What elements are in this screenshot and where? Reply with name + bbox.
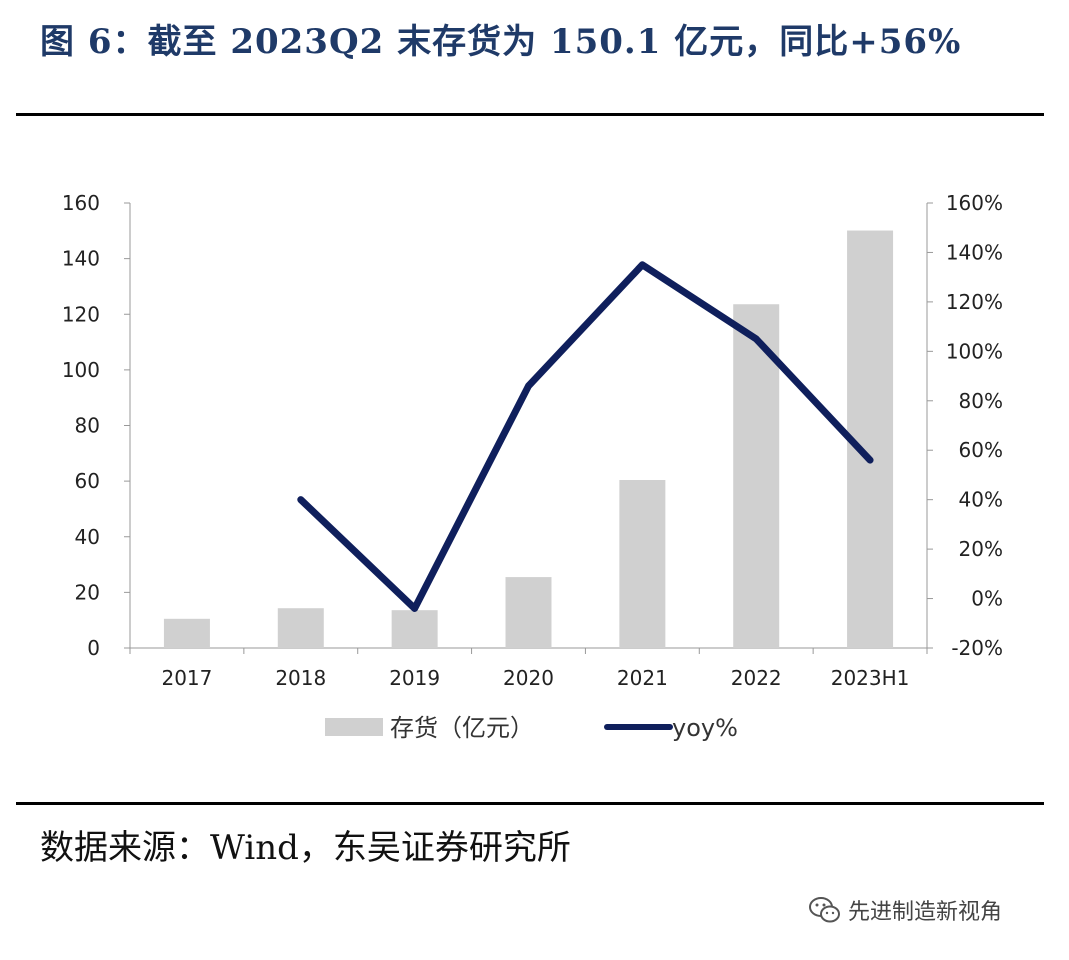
y-left-tick-label: 100 xyxy=(62,358,100,382)
x-tick-label: 2018 xyxy=(275,666,326,690)
wechat-icon xyxy=(809,897,840,923)
y-left-tick-label: 40 xyxy=(75,525,100,549)
y-right-tick-label: 160% xyxy=(946,191,1003,215)
yoy-point xyxy=(869,459,871,461)
y-left-tick-label: 160 xyxy=(62,191,100,215)
legend-line-label: yoy% xyxy=(672,714,738,742)
chart-title: 图 6：截至 2023Q2 末存货为 150.1 亿元，同比+56% xyxy=(40,22,962,62)
y-left-tick-label: 140 xyxy=(62,247,100,271)
y-right-tick-label: 100% xyxy=(946,339,1003,363)
y-right-tick-label: 80% xyxy=(959,389,1003,413)
bar xyxy=(619,480,666,648)
yoy-line xyxy=(297,261,874,612)
y-left-tick-label: 60 xyxy=(75,469,100,493)
watermark-text: 先进制造新视角 xyxy=(848,900,1003,925)
y-right-tick-label: 0% xyxy=(971,587,1003,611)
bar xyxy=(391,610,438,648)
y-right-tick-label: 60% xyxy=(959,438,1003,462)
bar xyxy=(505,577,552,648)
yoy-point xyxy=(300,499,302,501)
legend-bar-swatch xyxy=(325,718,383,736)
yoy-point xyxy=(528,385,529,387)
yoy-point xyxy=(755,338,757,340)
y-right-tick-label: 40% xyxy=(959,488,1003,512)
x-tick-label: 2021 xyxy=(617,666,668,690)
x-tick-label: 2017 xyxy=(161,666,212,690)
y-left-tick-label: 120 xyxy=(62,302,100,326)
legend-bar-label: 存货（亿元） xyxy=(390,714,534,742)
yoy-point xyxy=(414,607,416,609)
yoy-point xyxy=(641,264,643,266)
y-left-tick-label: 20 xyxy=(75,580,100,604)
top-rule xyxy=(16,113,1044,116)
bar xyxy=(163,618,210,648)
x-tick-label: 2020 xyxy=(503,666,554,690)
y-left-tick-label: 80 xyxy=(75,414,100,438)
y-right-tick-label: 140% xyxy=(946,240,1003,264)
bar xyxy=(277,608,324,648)
y-right-tick-label: 20% xyxy=(959,537,1003,561)
source-note: 数据来源：Wind，东吴证券研究所 xyxy=(40,828,571,868)
bar xyxy=(733,304,780,648)
bottom-rule xyxy=(16,802,1044,805)
y-right-tick-label: 120% xyxy=(946,290,1003,314)
x-tick-label: 2023H1 xyxy=(831,666,910,690)
watermark: 先进制造新视角 xyxy=(808,894,1002,926)
x-tick-label: 2022 xyxy=(731,666,782,690)
y-right-tick-label: -20% xyxy=(951,636,1003,660)
y-left-tick-label: 0 xyxy=(87,636,100,660)
x-tick-label: 2019 xyxy=(389,666,440,690)
chart: 0 20 40 60 80 100 120 140 160 -20% 0% 20% 40% 60% 80% 1… xyxy=(62,191,1003,742)
